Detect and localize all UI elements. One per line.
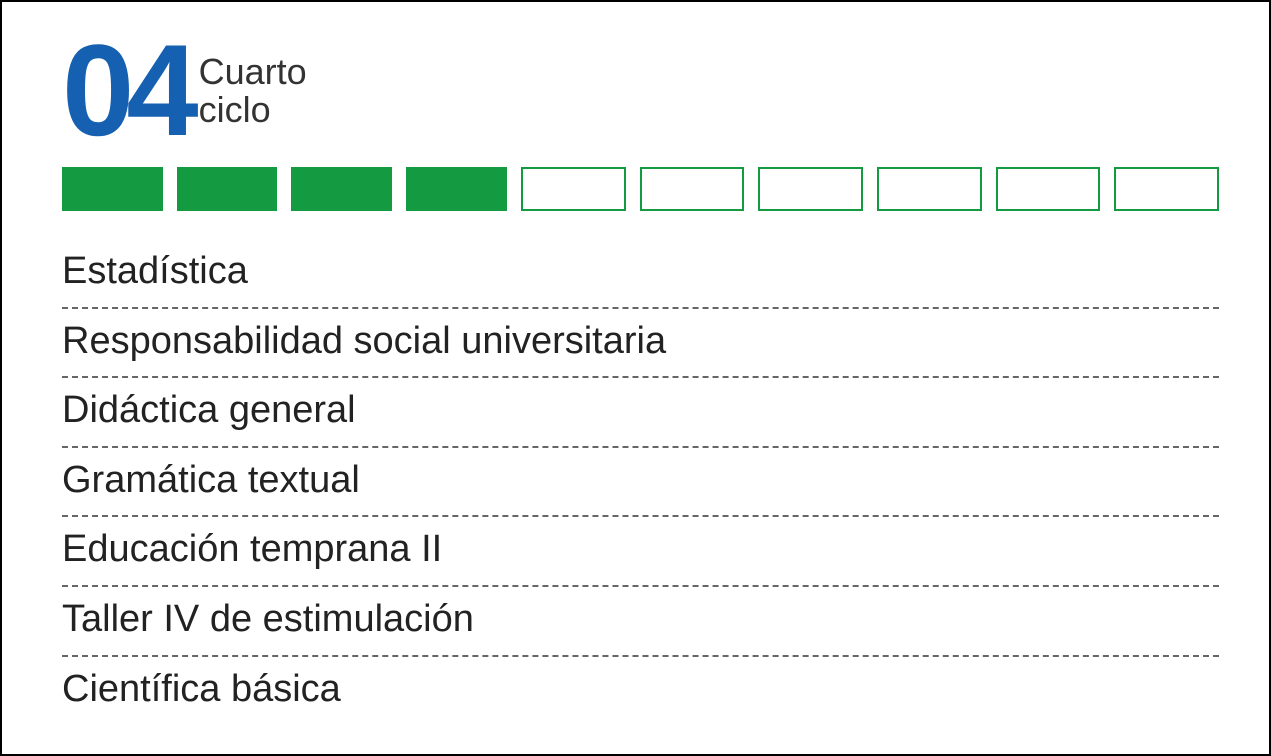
progress-box-empty	[640, 167, 745, 211]
course-item: Estadística	[62, 239, 1219, 309]
progress-box-empty	[877, 167, 982, 211]
cycle-title-line1: Cuarto	[199, 53, 307, 91]
course-item: Gramática textual	[62, 448, 1219, 518]
course-item: Educación temprana II	[62, 517, 1219, 587]
cycle-title-line2: ciclo	[199, 91, 307, 129]
cycle-title-block: Cuarto ciclo	[199, 53, 307, 129]
progress-box-empty	[1114, 167, 1219, 211]
course-item: Científica básica	[62, 657, 1219, 725]
progress-bar	[62, 167, 1219, 211]
progress-box-filled	[406, 167, 507, 211]
progress-box-filled	[177, 167, 278, 211]
cycle-card: 04 Cuarto ciclo EstadísticaResponsabilid…	[0, 0, 1271, 756]
progress-box-filled	[62, 167, 163, 211]
card-header: 04 Cuarto ciclo	[62, 32, 1219, 149]
course-item: Didáctica general	[62, 378, 1219, 448]
course-list: EstadísticaResponsabilidad social univer…	[62, 239, 1219, 724]
course-item: Taller IV de estimulación	[62, 587, 1219, 657]
progress-box-filled	[291, 167, 392, 211]
progress-box-empty	[758, 167, 863, 211]
progress-box-empty	[521, 167, 626, 211]
progress-box-empty	[996, 167, 1101, 211]
cycle-number: 04	[62, 32, 191, 149]
course-item: Responsabilidad social universitaria	[62, 309, 1219, 379]
